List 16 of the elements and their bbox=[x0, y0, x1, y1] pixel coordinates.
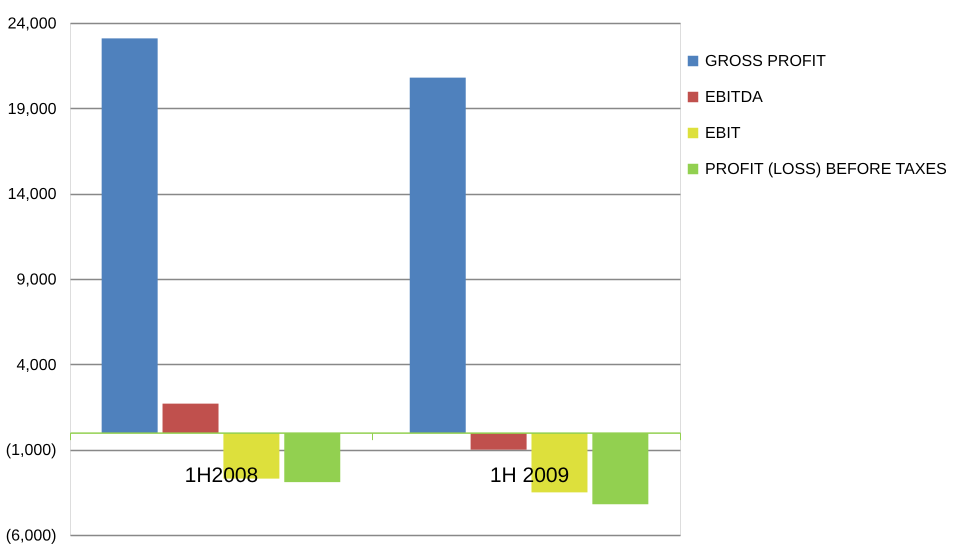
y-tick-label: 24,000 bbox=[8, 16, 57, 32]
y-tick-label: 4,000 bbox=[16, 356, 57, 374]
bar bbox=[162, 404, 219, 433]
x-tick-label: 1H2008 bbox=[184, 464, 258, 488]
bar bbox=[102, 38, 158, 433]
y-tick-label: 19,000 bbox=[8, 100, 57, 118]
bar bbox=[410, 78, 466, 433]
legend-label: PROFIT (LOSS) BEFORE TAXES bbox=[705, 161, 947, 178]
bar bbox=[470, 432, 527, 450]
legend-label: EBITDA bbox=[705, 89, 764, 106]
legend-label: GROSS PROFIT bbox=[705, 53, 826, 70]
y-tick-label: 14,000 bbox=[8, 186, 57, 204]
y-tick-label: 9,000 bbox=[16, 272, 57, 288]
legend-label: EBIT bbox=[705, 125, 741, 142]
y-tick-label: (1,000) bbox=[6, 442, 56, 460]
y-tick-label: (6,000) bbox=[6, 528, 56, 544]
